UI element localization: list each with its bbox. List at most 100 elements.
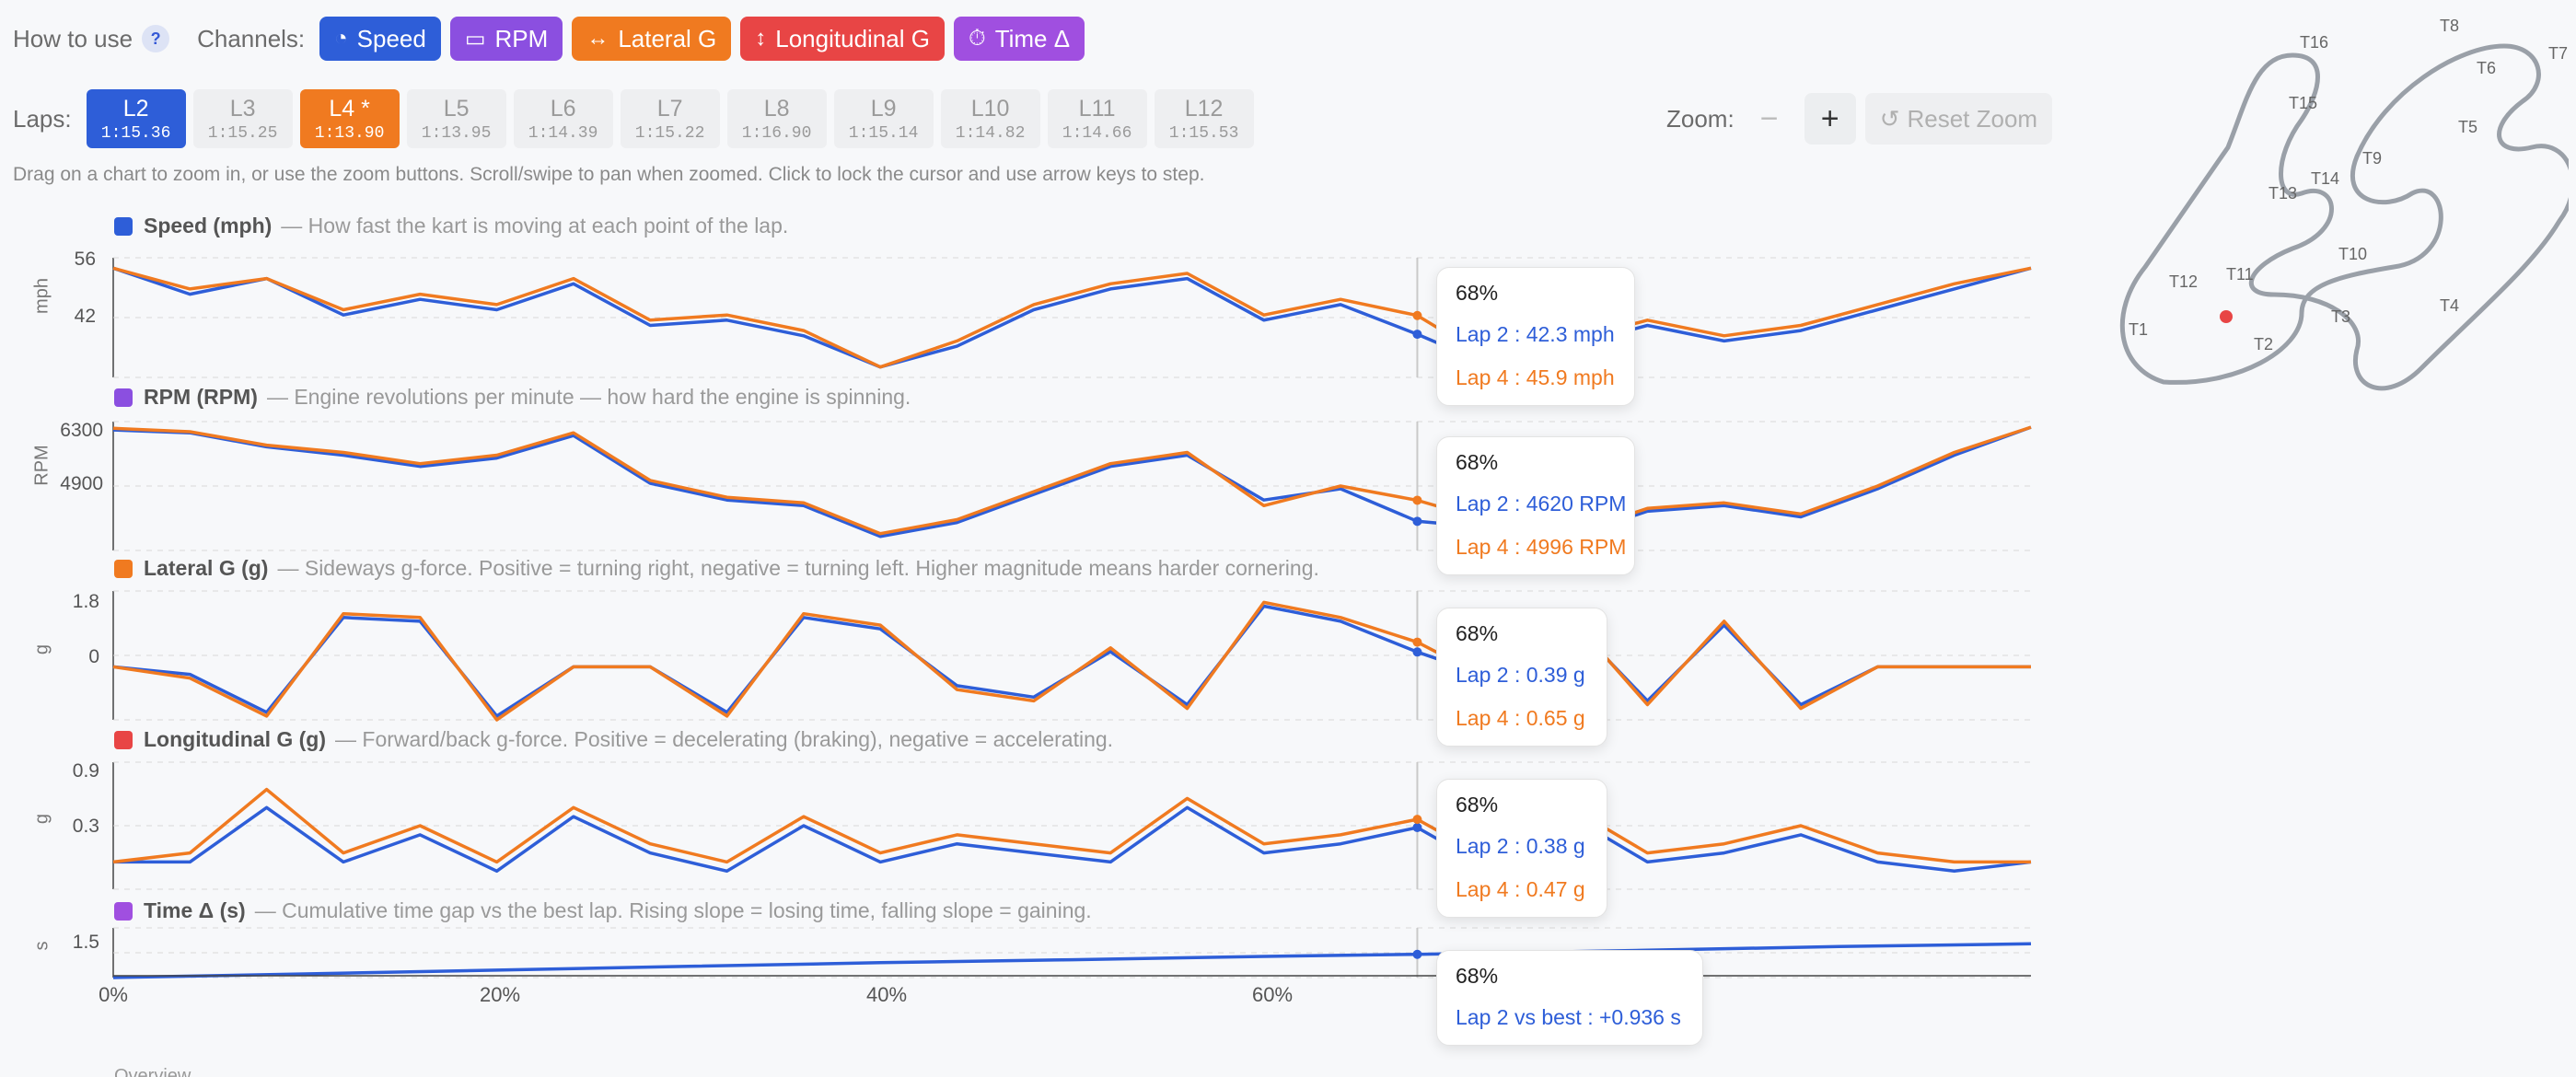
td-desc: — Cumulative time gap vs the best lap. R… xyxy=(254,898,1092,922)
lap-time: 1:13.95 xyxy=(421,123,492,143)
lap-time: 1:15.36 xyxy=(100,123,171,143)
speed-channel-title: Speed (mph) — How fast the kart is movin… xyxy=(114,214,788,238)
channel-button-label: Lateral G xyxy=(618,24,717,52)
lap-name: L11 xyxy=(1078,95,1116,122)
lap-button[interactable]: L4 * 1:13.90 xyxy=(299,89,400,148)
channel-button-4[interactable]: ⏱ Time Δ xyxy=(953,17,1085,61)
lat-color-swatch xyxy=(114,559,133,578)
channel-button-0[interactable]: ◔ Speed xyxy=(319,17,441,61)
lap-button[interactable]: L8 1:16.90 xyxy=(726,89,827,148)
cursor-point xyxy=(1412,516,1422,527)
lap-time: 1:15.53 xyxy=(1168,123,1239,143)
lap-button[interactable]: L2 1:15.36 xyxy=(86,89,186,148)
lat-tooltip-lap2: Lap 2 : 0.39 g xyxy=(1456,663,1585,687)
help-icon[interactable]: ? xyxy=(142,25,170,52)
lon-tooltip-lap4: Lap 4 : 0.47 g xyxy=(1456,877,1585,901)
lap-name: L9 xyxy=(870,95,897,122)
zoom-controls: Zoom: − + ↺ Reset Zoom xyxy=(1666,92,2053,145)
rpm-tooltip-lap4: Lap 4 : 4996 RPM xyxy=(1456,535,1627,559)
lap-button[interactable]: L9 1:15.14 xyxy=(833,89,934,148)
cursor-point xyxy=(1412,495,1422,505)
rpm-ytick-mid: 4900 xyxy=(60,473,103,494)
td-tooltip: 68% Lap 2 vs best : +0.936 s xyxy=(1436,950,1703,1046)
lap-time: 1:16.90 xyxy=(741,123,812,143)
channel-button-label: Longitudinal G xyxy=(775,24,930,52)
turn-label: T1 xyxy=(2129,320,2148,339)
lat-ytick-mid: 0 xyxy=(88,646,99,667)
lap-time: 1:15.25 xyxy=(207,123,278,143)
channel-button-1[interactable]: ▭ RPM xyxy=(449,17,563,61)
turn-label: T15 xyxy=(2289,94,2317,112)
lon-channel-title: Longitudinal G (g) — Forward/back g-forc… xyxy=(114,727,1113,752)
channel-button-label: RPM xyxy=(494,24,549,52)
lap-button[interactable]: L10 1:14.82 xyxy=(940,89,1040,148)
usage-hint: Drag on a chart to zoom in, or use the z… xyxy=(13,164,1205,185)
turn-label: T10 xyxy=(2338,245,2367,263)
lap-name: L8 xyxy=(763,95,790,122)
lap-time: 1:14.39 xyxy=(528,123,598,143)
lap-button[interactable]: L6 1:14.39 xyxy=(513,89,613,148)
td-channel-title: Time Δ (s) — Cumulative time gap vs the … xyxy=(114,898,1092,923)
turn-label: T16 xyxy=(2300,33,2328,52)
lon-ytick-top: 0.9 xyxy=(72,760,99,782)
cursor-point xyxy=(1412,949,1422,959)
lap-time: 1:13.90 xyxy=(314,123,385,143)
td-ytick-top: 1.5 xyxy=(72,932,99,953)
rpm-desc: — Engine revolutions per minute — how ha… xyxy=(266,385,911,409)
turn-label: T14 xyxy=(2311,169,2339,188)
speed-tooltip: 68% Lap 2 : 42.3 mph Lap 4 : 45.9 mph xyxy=(1436,267,1635,406)
channel-buttons: ◔ Speed ▭ RPM ↔ Lateral G ↕ Longitudinal G ⏱ Time… xyxy=(310,17,1085,61)
stopwatch-icon: ⏱ xyxy=(968,26,986,51)
lat-tooltip-pct: 68% xyxy=(1456,621,1499,645)
xtick-60: 60% xyxy=(1251,983,1294,1006)
series-line-lap-4 xyxy=(112,600,2031,722)
series-line-lap-2 xyxy=(112,266,2032,369)
turn-label: T6 xyxy=(2477,59,2496,77)
rpm-tooltip-lap2: Lap 2 : 4620 RPM xyxy=(1456,492,1627,515)
lap-name: L6 xyxy=(550,95,576,122)
lap-button[interactable]: L12 1:15.53 xyxy=(1154,89,1254,148)
lap-time: 1:14.66 xyxy=(1062,123,1132,143)
overview-label: Overview xyxy=(114,1066,191,1077)
turn-label: T9 xyxy=(2362,149,2382,168)
series-line-lap-2 xyxy=(112,604,2031,718)
lap-name: L12 xyxy=(1184,95,1224,122)
lat-title: Lateral G (g) xyxy=(144,556,269,580)
reset-zoom-button[interactable]: ↺ Reset Zoom xyxy=(1864,93,2053,145)
top-bar: How to use ? Channels: ◔ Speed ▭ RPM ↔ Latera… xyxy=(13,17,1085,61)
how-to-use-label: How to use xyxy=(13,24,133,52)
speed-color-swatch xyxy=(114,216,133,236)
zoom-out-button[interactable]: − xyxy=(1759,100,1779,136)
reset-icon: ↺ xyxy=(1879,104,1900,133)
channels-label: Channels: xyxy=(197,24,306,52)
lap-button[interactable]: L3 1:15.25 xyxy=(192,89,293,148)
lap-button[interactable]: L7 1:15.22 xyxy=(620,89,720,148)
series-line-lap-2 xyxy=(112,942,2032,979)
lap-button[interactable]: L5 1:13.95 xyxy=(406,89,506,148)
xtick-40: 40% xyxy=(865,983,908,1006)
series-line-lap-2 xyxy=(112,425,2032,538)
lat-tooltip: 68% Lap 2 : 0.39 g Lap 4 : 0.65 g xyxy=(1436,608,1607,747)
lap-button[interactable]: L11 1:14.66 xyxy=(1047,89,1147,148)
speed-tooltip-lap2: Lap 2 : 42.3 mph xyxy=(1456,322,1615,346)
rpm-channel-title: RPM (RPM) — Engine revolutions per minut… xyxy=(114,385,911,410)
channel-button-2[interactable]: ↔ Lateral G xyxy=(572,17,732,61)
turn-label: T8 xyxy=(2440,18,2459,35)
series-line-lap-4 xyxy=(112,266,2032,369)
channel-button-label: Time Δ xyxy=(994,24,1071,52)
td-tooltip-pct: 68% xyxy=(1456,964,1499,988)
turn-label: T12 xyxy=(2169,272,2198,291)
cursor-point xyxy=(1412,647,1422,657)
series-line-lap-4 xyxy=(112,425,2032,536)
cursor-point xyxy=(1412,310,1422,320)
speed-tooltip-lap4: Lap 4 : 45.9 mph xyxy=(1456,365,1615,389)
lat-ytick-top: 1.8 xyxy=(72,591,99,612)
channel-button-3[interactable]: ↕ Longitudinal G xyxy=(740,17,945,61)
turn-label: T2 xyxy=(2254,335,2273,353)
lap-time: 1:15.22 xyxy=(634,123,705,143)
zoom-in-button[interactable]: + xyxy=(1804,93,1856,145)
lap-name: L3 xyxy=(229,95,256,122)
cursor-point xyxy=(1412,815,1422,825)
lon-ytick-mid: 0.3 xyxy=(72,816,99,837)
